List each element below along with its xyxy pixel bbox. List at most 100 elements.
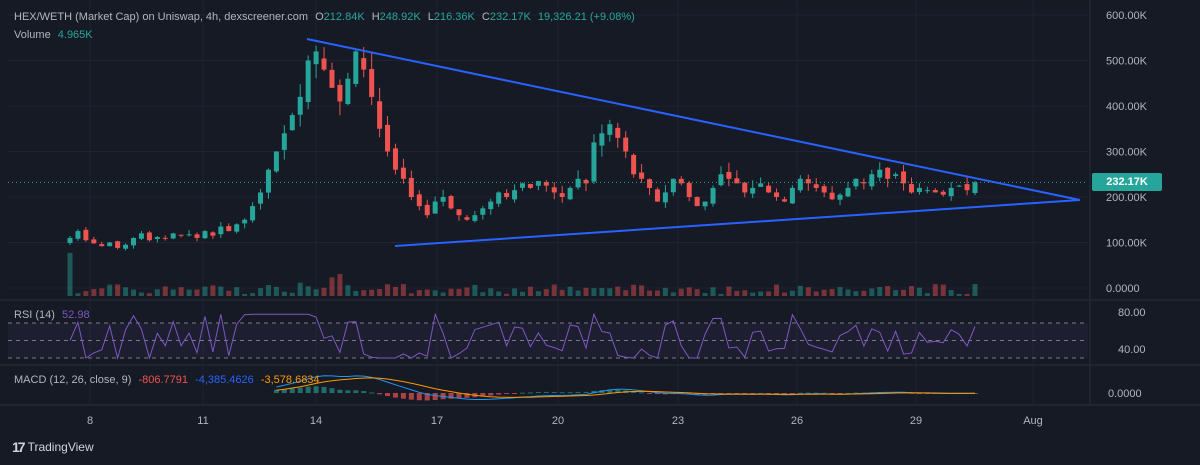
candle-body: [662, 192, 668, 203]
candle-body: [329, 69, 335, 88]
candle-body: [432, 201, 438, 214]
candle-body: [218, 226, 224, 235]
candle-body: [686, 182, 692, 197]
volume-bar: [472, 284, 478, 296]
macd-histogram-bar: [353, 390, 359, 393]
volume-bar: [440, 292, 446, 296]
volume-bar: [575, 290, 581, 296]
macd-histogram-bar: [567, 392, 573, 394]
rsi-axis-label: 80.00: [1118, 307, 1146, 319]
macd-line: [276, 375, 976, 400]
volume-bar: [408, 293, 414, 296]
macd-histogram-bar: [289, 388, 295, 393]
candle-body: [781, 199, 787, 202]
macd-histogram-bar: [837, 393, 843, 394]
candle-body: [861, 182, 867, 184]
candle-body: [353, 51, 359, 84]
volume-bar: [543, 289, 549, 296]
macd-histogram-bar: [321, 386, 327, 393]
volume-bar: [813, 291, 819, 296]
macd-histogram-bar: [337, 389, 343, 393]
volume-bar: [916, 287, 922, 296]
candle-body: [504, 193, 510, 197]
volume-bars: [67, 252, 978, 296]
candle-body: [916, 187, 922, 193]
macd-histogram-bar: [297, 387, 303, 393]
candle-body: [543, 182, 549, 186]
volume-bar: [567, 286, 573, 296]
volume-bar: [686, 287, 692, 296]
candle-body: [520, 183, 525, 188]
volume-bar: [821, 289, 827, 296]
triangle-trendlines[interactable]: [306, 38, 1081, 247]
tradingview-logo[interactable]: 17 TradingView: [12, 439, 94, 455]
low-label: L: [427, 11, 434, 23]
candle-body: [908, 184, 914, 193]
macd-histogram-bar: [408, 393, 414, 400]
volume-bar: [496, 291, 502, 296]
candle-body: [797, 178, 803, 191]
candle-body: [932, 190, 938, 193]
candle-body: [718, 174, 724, 186]
volume-bar: [702, 293, 708, 296]
macd-histogram-bar: [821, 392, 827, 394]
macd-histogram-bar: [559, 392, 565, 394]
rsi-legend[interactable]: RSI (14) 52.98: [14, 308, 94, 322]
candle-body: [512, 190, 518, 200]
volume-bar: [710, 287, 716, 296]
volume-bar: [559, 289, 565, 296]
symbol-header[interactable]: HEX/WETH (Market Cap) on Uniswap, 4h, de…: [14, 10, 639, 24]
candle-body: [131, 237, 137, 246]
candle-body: [273, 151, 279, 172]
candle-body: [551, 187, 557, 193]
volume-bar: [377, 289, 383, 296]
candle-body: [575, 178, 581, 188]
candle-body: [281, 133, 287, 150]
volume-bar: [464, 287, 470, 296]
volume-bar: [250, 293, 256, 296]
last-price-tag: 232.17K: [1092, 173, 1162, 191]
candle-body: [877, 169, 883, 178]
volume-legend[interactable]: Volume 4.965K: [14, 28, 97, 42]
volume-bar: [115, 284, 121, 296]
candle-body: [154, 237, 160, 240]
candle-body: [869, 174, 875, 187]
candle-body: [742, 182, 748, 193]
volume-bar: [877, 286, 883, 296]
time-axis-label: 8: [87, 415, 93, 427]
volume-bar: [901, 289, 907, 296]
volume-bar: [369, 289, 375, 296]
volume-bar: [210, 285, 216, 296]
candle-body: [893, 174, 899, 176]
macd-histogram-bar: [345, 390, 351, 393]
candle-body: [789, 187, 795, 204]
volume-bar: [766, 291, 772, 296]
volume-value: 4.965K: [57, 29, 93, 41]
volume-bar: [146, 293, 152, 296]
candle-body: [178, 234, 184, 236]
change-value: 19,326.21 (+9.08%): [537, 11, 635, 23]
candle-body: [623, 137, 629, 152]
candle-body: [599, 133, 605, 146]
volume-bar: [154, 289, 160, 296]
price-axis-label: 0.0000: [1106, 283, 1140, 295]
volume-bar: [583, 287, 589, 296]
candle-body: [226, 226, 232, 232]
volume-bar: [520, 291, 525, 296]
macd-histogram-bar: [591, 390, 597, 393]
candlesticks: [8, 45, 1088, 251]
axes: 600.00K 500.00K 400.00K 300.00K 200.00K 100.0…: [87, 10, 1148, 427]
candle-body: [424, 204, 430, 216]
volume-bar: [861, 290, 867, 296]
macd-legend[interactable]: MACD (12, 26, close, 9) -806.7791 -4,385…: [14, 373, 324, 387]
candle-body: [337, 84, 343, 102]
tradingview-logo-text: TradingView: [27, 440, 94, 454]
macd-histogram-bar: [456, 393, 462, 399]
signal-line: [276, 377, 975, 398]
candle-body: [186, 234, 192, 236]
macd-histogram-bar: [916, 393, 922, 394]
macd-histogram-bar: [369, 392, 375, 394]
macd-histogram-bar: [520, 392, 525, 394]
macd-histogram-bar: [781, 393, 787, 394]
